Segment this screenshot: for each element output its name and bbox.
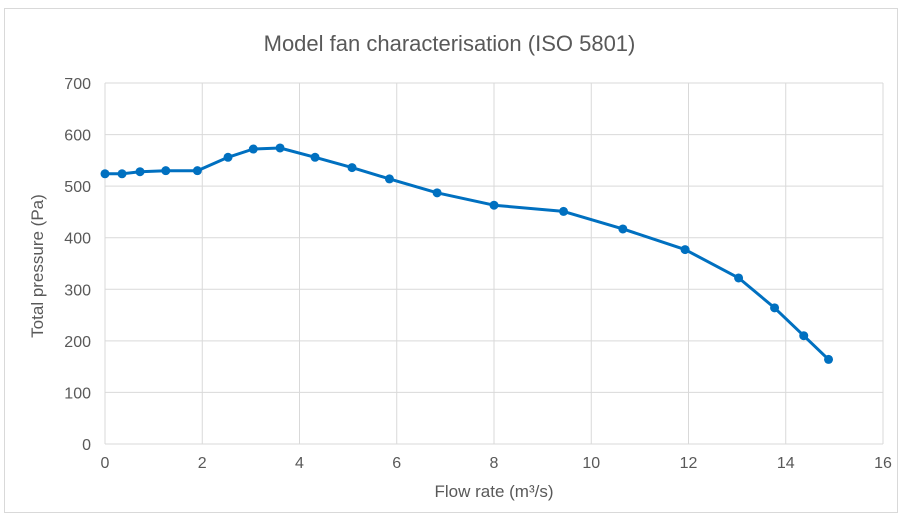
chart-frame bbox=[4, 8, 898, 513]
data-point bbox=[347, 163, 357, 173]
y-axis-title: Total pressure (Pa) bbox=[28, 194, 47, 338]
data-point bbox=[192, 166, 202, 176]
data-point bbox=[680, 245, 690, 255]
x-tick-label: 14 bbox=[777, 455, 795, 472]
data-point bbox=[223, 152, 233, 162]
y-tick-label: 100 bbox=[64, 385, 91, 402]
data-point bbox=[618, 224, 628, 234]
data-point bbox=[100, 169, 110, 179]
data-point bbox=[770, 303, 780, 313]
data-point bbox=[559, 206, 569, 216]
x-tick-label: 12 bbox=[680, 455, 698, 472]
data-point bbox=[734, 273, 744, 283]
data-point bbox=[432, 188, 442, 198]
x-axis-title: Flow rate (m³/s) bbox=[434, 482, 554, 501]
data-point bbox=[799, 331, 809, 341]
y-tick-label: 300 bbox=[64, 282, 91, 299]
x-tick-label: 0 bbox=[101, 455, 110, 472]
y-tick-label: 400 bbox=[64, 231, 91, 248]
data-point bbox=[117, 169, 127, 179]
y-tick-label: 600 bbox=[64, 128, 91, 145]
x-tick-label: 10 bbox=[582, 455, 600, 472]
y-tick-label: 0 bbox=[82, 437, 91, 454]
y-tick-label: 200 bbox=[64, 334, 91, 351]
x-tick-label: 8 bbox=[490, 455, 499, 472]
data-point bbox=[489, 200, 499, 210]
y-tick-label: 700 bbox=[64, 76, 91, 93]
x-tick-label: 2 bbox=[198, 455, 207, 472]
data-point bbox=[275, 143, 285, 153]
x-tick-label: 4 bbox=[295, 455, 304, 472]
data-point bbox=[161, 166, 171, 176]
data-point bbox=[248, 144, 258, 154]
data-point bbox=[824, 354, 834, 364]
x-tick-label: 16 bbox=[874, 455, 892, 472]
data-point bbox=[384, 174, 394, 184]
data-point bbox=[310, 152, 320, 162]
x-tick-label: 6 bbox=[392, 455, 401, 472]
chart-title: Model fan characterisation (ISO 5801) bbox=[263, 31, 636, 56]
data-point bbox=[135, 167, 145, 177]
series-line bbox=[103, 146, 830, 361]
y-tick-label: 500 bbox=[64, 179, 91, 196]
